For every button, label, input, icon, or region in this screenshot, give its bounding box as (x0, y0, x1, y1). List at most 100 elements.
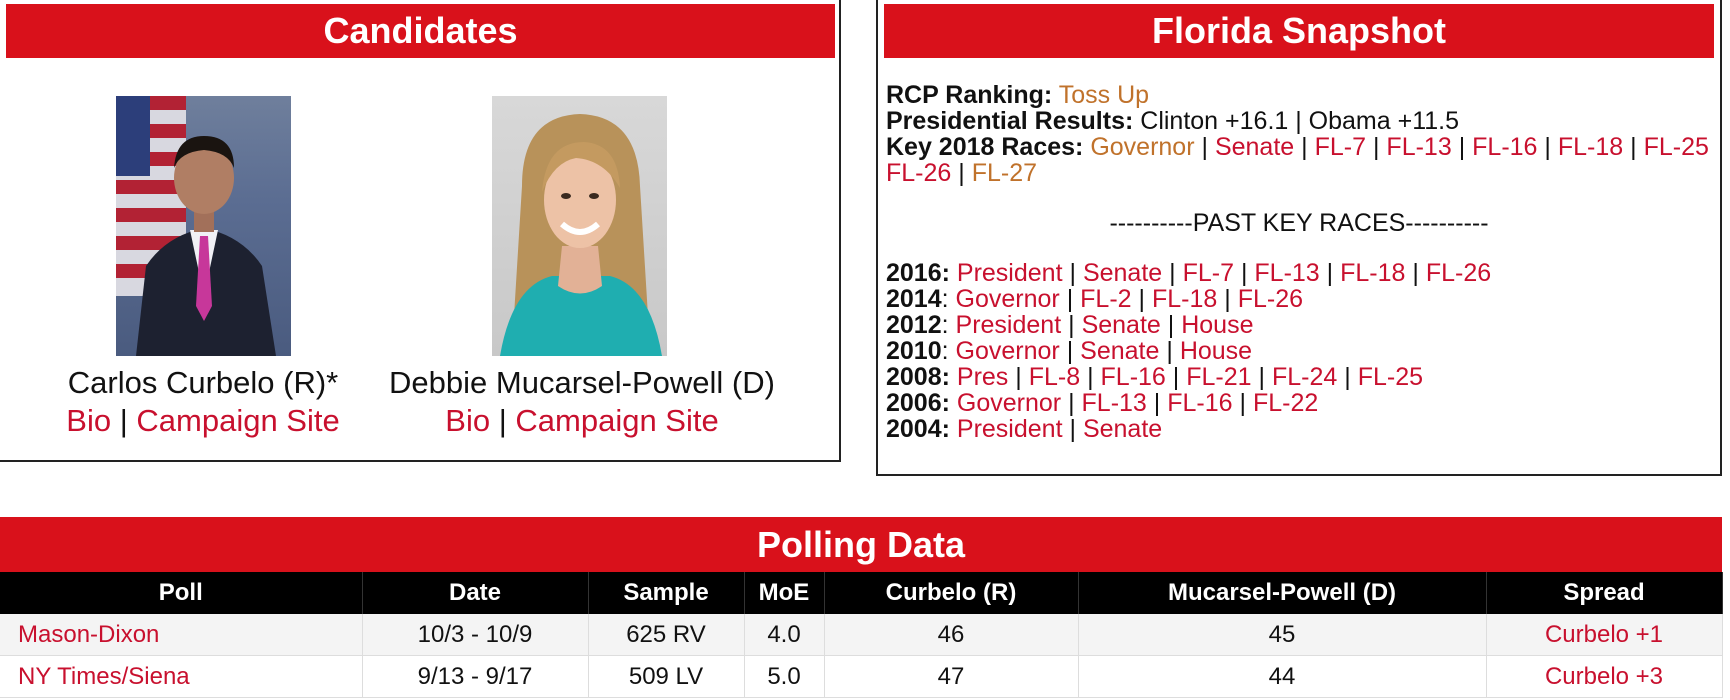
sample-cell: 509 LV (588, 655, 745, 698)
separator: | (1068, 389, 1075, 417)
past-race-link[interactable]: FL-26 (1425, 259, 1492, 287)
separator: | (1066, 285, 1074, 313)
separator: | (1166, 337, 1173, 365)
separator: | (1068, 311, 1075, 339)
past-race-year: 2008: (886, 363, 950, 391)
presidential-results-label: Presidential Results: (886, 107, 1134, 135)
poll-link[interactable]: NY Times/Siena (18, 662, 190, 690)
past-race-year-line: 2016: President | Senate | FL-7 | FL-13 … (886, 260, 1712, 286)
past-race-year-line: 2004: President | Senate (886, 416, 1712, 442)
past-race-link[interactable]: Senate (1080, 337, 1160, 365)
rcp-ranking-value[interactable]: Toss Up (1058, 81, 1150, 109)
past-race-link[interactable]: Governor (956, 389, 1062, 417)
past-race-link[interactable]: FL-22 (1252, 389, 1319, 417)
separator: | (1326, 259, 1334, 287)
moe-cell: 4.0 (744, 614, 825, 656)
past-key-races-heading: ----------PAST KEY RACES---------- (1109, 209, 1489, 237)
past-race-link[interactable]: FL-8 (1028, 363, 1081, 391)
separator: | (1412, 259, 1419, 287)
curbelo-bio-link[interactable]: Bio (66, 403, 112, 438)
mucarsel-powell-bio-link[interactable]: Bio (445, 403, 491, 438)
past-race-link[interactable]: Senate (1081, 311, 1161, 339)
past-race-link[interactable]: Senate (1082, 415, 1163, 443)
key-race-link[interactable]: FL-7 (1314, 133, 1367, 161)
separator: | (958, 159, 965, 187)
past-race-link[interactable]: FL-16 (1167, 389, 1233, 417)
past-race-link[interactable]: FL-24 (1271, 363, 1338, 391)
key-race-link[interactable]: FL-16 (1472, 133, 1538, 161)
past-race-link[interactable]: FL-21 (1186, 363, 1252, 391)
past-race-link[interactable]: President (956, 259, 1063, 287)
date-cell: 9/13 - 9/17 (362, 655, 589, 698)
separator: | (1169, 259, 1176, 287)
spread-value: Curbelo +1 (1544, 620, 1664, 648)
separator: | (1544, 133, 1551, 161)
link-separator: | (498, 403, 507, 438)
past-race-link[interactable]: President (955, 311, 1062, 339)
past-race-link[interactable]: President (956, 415, 1063, 443)
key-race-link[interactable]: FL-26 (886, 159, 952, 187)
key-race-link[interactable]: Governor (1090, 133, 1195, 161)
mucarsel-powell-campaign-site-link[interactable]: Campaign Site (515, 403, 719, 438)
key-race-link[interactable]: FL-27 (971, 159, 1038, 187)
column-header-poll[interactable]: Poll (0, 572, 363, 614)
past-race-link[interactable]: Pres (956, 363, 1009, 391)
florida-snapshot-title: Florida Snapshot (884, 4, 1714, 58)
past-race-link[interactable]: FL-18 (1340, 259, 1406, 287)
past-race-year: 2016: (886, 259, 950, 287)
key-races-line: Key 2018 Races: Governor | Senate | FL-7… (886, 134, 1712, 186)
past-race-link[interactable]: FL-7 (1182, 259, 1234, 287)
column-header-sample[interactable]: Sample (588, 572, 745, 614)
candidates-panel: Candidates (0, 0, 841, 462)
past-race-link[interactable]: FL-13 (1254, 259, 1320, 287)
key-race-link[interactable]: FL-18 (1557, 133, 1624, 161)
florida-snapshot-panel: Florida Snapshot RCP Ranking: Toss Up Pr… (876, 0, 1722, 476)
key-race-link[interactable]: FL-13 (1386, 133, 1452, 161)
past-race-link[interactable]: House (1181, 311, 1254, 339)
date-cell: 10/3 - 10/9 (362, 614, 589, 656)
past-race-link[interactable]: FL-18 (1151, 285, 1218, 313)
curbelo-campaign-site-link[interactable]: Campaign Site (136, 403, 340, 438)
past-race-year-line: 2006: Governor | FL-13 | FL-16 | FL-22 (886, 390, 1712, 416)
separator: | (1458, 133, 1466, 161)
poll-link[interactable]: Mason-Dixon (18, 620, 160, 648)
past-race-link[interactable]: FL-26 (1237, 285, 1303, 313)
table-row: NY Times/Siena 9/13 - 9/17 509 LV 5.0 47… (0, 655, 1723, 698)
separator: | (1167, 311, 1175, 339)
key-races-label: Key 2018 Races: (886, 133, 1084, 161)
past-race-link[interactable]: FL-25 (1357, 363, 1423, 391)
candidate-name-mucarsel-powell: Debbie Mucarsel-Powell (D) (389, 365, 775, 400)
column-header-mucarsel-powell[interactable]: Mucarsel-Powell (D) (1078, 572, 1487, 614)
table-row: Mason-Dixon 10/3 - 10/9 625 RV 4.0 46 45… (0, 614, 1723, 656)
past-race-year: 2004: (886, 415, 950, 443)
key-race-link[interactable]: FL-25 (1643, 133, 1709, 161)
separator: | (1069, 259, 1076, 287)
separator: | (1138, 285, 1146, 313)
spread-cell: Curbelo +3 (1486, 655, 1723, 698)
candidate-photo-curbelo (116, 96, 291, 356)
sample-cell: 625 RV (588, 614, 745, 656)
column-header-moe[interactable]: MoE (744, 572, 825, 614)
candidate-links-mucarsel-powell: Bio | Campaign Site (362, 403, 802, 439)
past-race-link[interactable]: FL-13 (1081, 389, 1147, 417)
past-race-link[interactable]: House (1179, 337, 1253, 365)
past-race-year-line: 2012: President | Senate | House (886, 311, 1254, 339)
past-race-link[interactable]: Governor (955, 285, 1060, 313)
column-header-curbelo[interactable]: Curbelo (R) (824, 572, 1079, 614)
snapshot-body: RCP Ranking: Toss Up Presidential Result… (886, 82, 1712, 442)
past-race-link[interactable]: FL-2 (1080, 285, 1132, 313)
column-header-spread[interactable]: Spread (1486, 572, 1723, 614)
past-races-list: 2016: President | Senate | FL-7 | FL-13 … (886, 260, 1712, 442)
past-race-year: 2006: (886, 389, 950, 417)
past-race-year-line: 2010: Governor | Senate | House (886, 337, 1253, 365)
separator: | (1258, 363, 1266, 391)
candidate-photo-mucarsel-powell (492, 96, 667, 356)
past-race-link[interactable]: Governor (955, 337, 1060, 365)
past-race-link[interactable]: Senate (1082, 259, 1163, 287)
separator: | (1301, 133, 1308, 161)
past-race-link[interactable]: FL-16 (1100, 363, 1166, 391)
column-header-date[interactable]: Date (362, 572, 589, 614)
separator: | (1201, 133, 1209, 161)
key-race-link[interactable]: Senate (1214, 133, 1295, 161)
separator: | (1015, 363, 1022, 391)
